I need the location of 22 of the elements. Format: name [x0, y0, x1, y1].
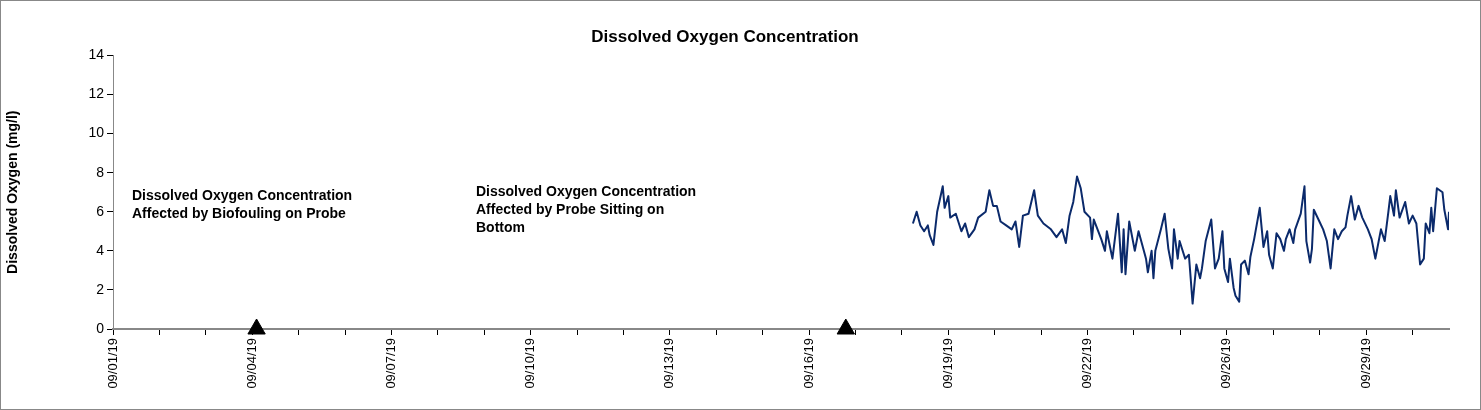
y-axis-title: Dissolved Oxygen (mg/l) [4, 110, 21, 274]
y-tick-label: 0 [96, 319, 105, 336]
chart-title: Dissolved Oxygen Concentration [591, 26, 859, 46]
x-tick-label: 09/19/19 [939, 338, 955, 389]
y-tick-label: 14 [88, 46, 105, 63]
y-tick-label: 8 [96, 163, 105, 180]
annotation: Dissolved Oxygen Concentration Affected by Probe Sitting on Bottom [476, 182, 698, 236]
x-tick-label: 09/07/19 [383, 338, 399, 389]
y-tick-label: 12 [88, 85, 105, 102]
annotation: Dissolved Oxygen Concentration Affected by Biofouling on Probe [132, 186, 354, 222]
y-tick-label: 6 [96, 202, 105, 219]
y-tick-label: 10 [88, 124, 105, 141]
x-tick-label: 09/29/19 [1357, 338, 1373, 389]
x-tick-label: 09/16/19 [800, 338, 816, 389]
y-tick-label: 4 [96, 241, 105, 258]
x-tick-label: 09/13/19 [661, 338, 677, 389]
x-tick-label: 09/01/19 [104, 338, 120, 389]
x-tick-label: 09/26/19 [1218, 338, 1234, 389]
x-tick-label: 09/22/19 [1079, 338, 1095, 389]
y-tick-label: 2 [96, 280, 105, 297]
x-tick-label: 09/04/19 [243, 338, 259, 389]
x-tick-label: 09/10/19 [522, 338, 538, 389]
